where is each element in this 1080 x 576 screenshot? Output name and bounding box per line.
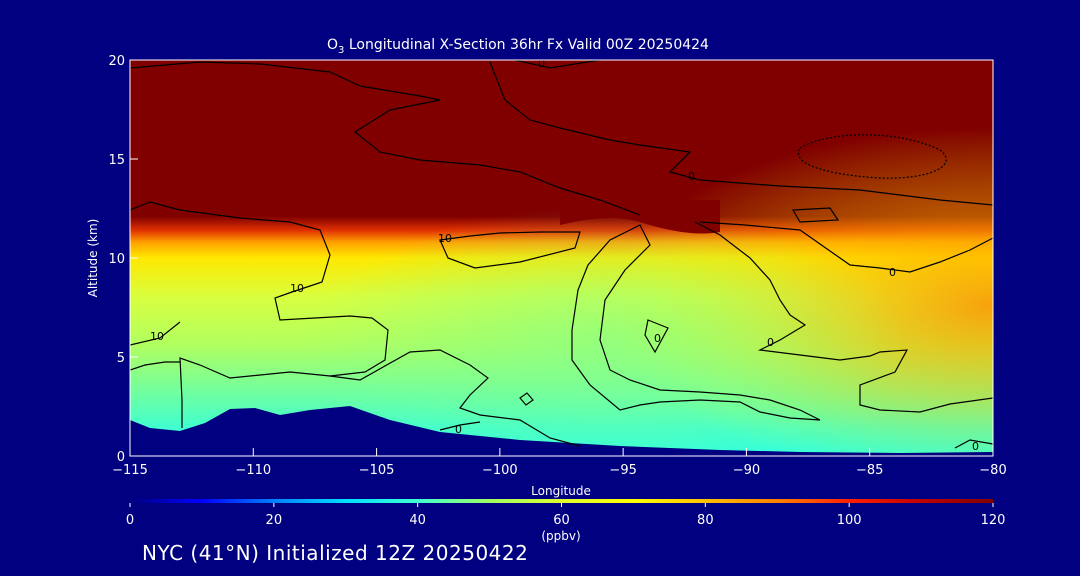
contour-label: 10 [290,282,304,295]
y-tick-label: 15 [108,153,125,168]
contour-line [514,60,601,69]
y-axis-label: Altitude (km) [86,219,100,298]
x-tick-label: −95 [609,463,636,478]
contour-line [694,221,993,413]
tropopause-dip [560,200,720,234]
y-tick-label: 20 [108,54,125,69]
x-tick-label: −85 [856,463,883,478]
chart-title: O3 Longitudinal X-Section 36hr Fx Valid … [327,37,709,56]
contour-line [571,224,821,421]
colorbar-tick-label: 60 [553,513,570,528]
contour-line [130,361,180,371]
x-tick-label: −115 [112,463,148,478]
contour-line [791,207,840,223]
colorbar-axis: 0 20 40 60 80 100 120 [126,503,1006,528]
colorbar-tick-label: 120 [981,513,1006,528]
contour-line [699,221,993,273]
contour-line [644,319,669,354]
colorbar [130,499,993,503]
contour-line [519,392,534,406]
y-tick-label: 10 [108,252,125,267]
contour-label: 0 [767,336,774,349]
colorbar-tick-label: 40 [409,513,426,528]
terrain-mask [130,406,993,456]
colorbar-tick-label: 0 [126,513,134,528]
colorbar-tick-label: 80 [697,513,714,528]
ozone-field-center-low [130,60,993,456]
contour-lines [130,60,993,449]
y-tick-label: 5 [117,351,125,366]
x-tick-label: −110 [235,463,271,478]
contour-line [797,134,947,179]
x-tick-label: −100 [482,463,518,478]
contour-line [439,231,581,269]
x-tick-label: −90 [733,463,760,478]
contour-label: 0 [654,332,661,345]
x-axis-label: Longitude [531,484,591,498]
contour-label: 10 [438,232,452,245]
y-axis: 0 5 10 15 20 [108,54,138,465]
footer-text: NYC (41°N) Initialized 12Z 20250422 [142,541,529,565]
contour-label: 10 [150,330,164,343]
contour-label: 0 [538,57,545,70]
contour-line [439,421,481,431]
contour-label: 0 [972,440,979,453]
contour-line [329,349,581,447]
contour-line [130,61,641,216]
contour-line [130,201,389,428]
x-axis: −115 −110 −105 −100 −95 −90 −85 −80 [112,448,1007,478]
colorbar-tick-label: 100 [837,513,862,528]
contour-line [489,61,993,206]
contour-label: 0 [688,170,695,183]
y-tick-label: 0 [117,450,125,465]
contour-label: 0 [455,423,462,436]
colorbar-units: (ppbv) [541,529,580,543]
contour-line [954,439,993,449]
contour-label: 0 [889,266,896,279]
x-tick-label: −80 [979,463,1006,478]
contour-labels: 0 10 10 10 0 0 0 0 0 0 [150,57,979,453]
colorbar-tick-label: 20 [266,513,283,528]
contour-line [130,321,181,346]
ozone-field: 0 10 10 10 0 0 0 0 0 0 [130,57,993,456]
x-tick-label: −105 [359,463,395,478]
